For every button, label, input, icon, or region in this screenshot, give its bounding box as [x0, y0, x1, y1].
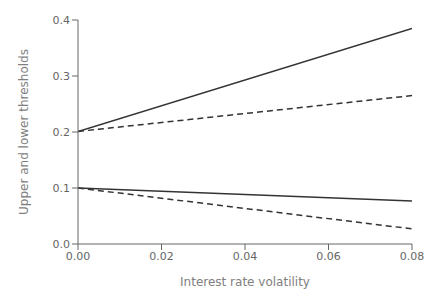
svg-text:0.4: 0.4 [53, 14, 71, 27]
svg-text:Upper and lower thresholds: Upper and lower thresholds [17, 49, 31, 215]
svg-text:0.08: 0.08 [400, 250, 425, 263]
svg-text:0.02: 0.02 [149, 250, 174, 263]
svg-text:0.2: 0.2 [53, 126, 71, 139]
svg-text:0.06: 0.06 [316, 250, 341, 263]
svg-text:0.0: 0.0 [53, 238, 71, 251]
svg-text:0.04: 0.04 [233, 250, 258, 263]
svg-text:0.3: 0.3 [53, 70, 71, 83]
svg-text:Interest rate volatility: Interest rate volatility [180, 275, 310, 289]
svg-text:0.1: 0.1 [53, 182, 71, 195]
svg-text:0.00: 0.00 [66, 250, 91, 263]
